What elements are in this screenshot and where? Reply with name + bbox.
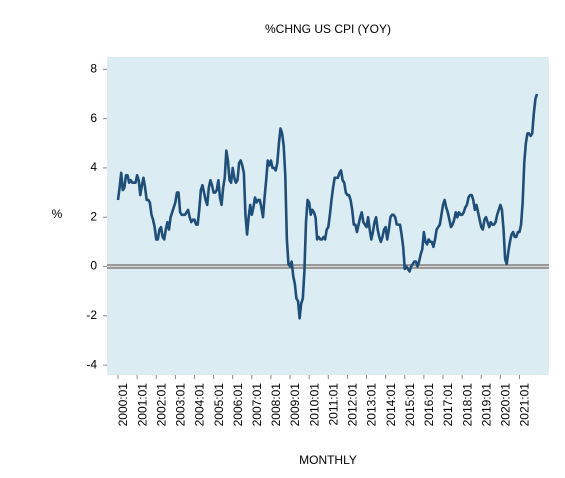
x-tick-label: 2018:01 — [460, 383, 474, 427]
x-tick-label: 2017:01 — [441, 383, 455, 427]
x-axis-label: MONTHLY — [299, 453, 357, 467]
x-tick-label: 2007:01 — [250, 383, 264, 427]
x-tick-label: 2020:01 — [499, 383, 513, 427]
x-tick-label: 2008:01 — [269, 383, 283, 427]
x-tick-label: 2009:01 — [288, 383, 302, 427]
x-tick-label: 2012:01 — [346, 383, 360, 427]
y-tick-label: -4 — [86, 357, 97, 371]
x-tick-label: 2001:01 — [135, 383, 149, 427]
x-tick-label: 2005:01 — [212, 383, 226, 427]
x-tick-label: 2015:01 — [403, 383, 417, 427]
y-axis-label: % — [52, 207, 63, 221]
x-tick-label: 2014:01 — [384, 383, 398, 427]
x-tick-label: 2021:01 — [518, 383, 532, 427]
y-tick-label: 2 — [90, 209, 97, 223]
y-tick-label: 8 — [90, 61, 97, 75]
x-tick-label: 2013:01 — [365, 383, 379, 427]
x-tick-label: 2011:01 — [326, 383, 340, 426]
x-tick-label: 2002:01 — [154, 383, 168, 427]
x-tick-label: 2003:01 — [174, 383, 188, 427]
y-tick-label: -2 — [86, 308, 97, 322]
y-tick-label: 0 — [90, 259, 97, 273]
y-tick-label: 4 — [90, 160, 97, 174]
x-tick-label: 2006:01 — [231, 383, 245, 427]
x-tick-label: 2010:01 — [307, 383, 321, 427]
x-tick-label: 2004:01 — [193, 383, 207, 427]
y-tick-label: 6 — [90, 111, 97, 125]
x-tick-label: 2000:01 — [116, 383, 130, 427]
x-tick-label: 2019:01 — [479, 383, 493, 427]
chart-title: %CHNG US CPI (YOY) — [265, 22, 391, 36]
x-tick-label: 2016:01 — [422, 383, 436, 427]
series-line — [116, 93, 539, 320]
plot-area — [107, 57, 549, 375]
